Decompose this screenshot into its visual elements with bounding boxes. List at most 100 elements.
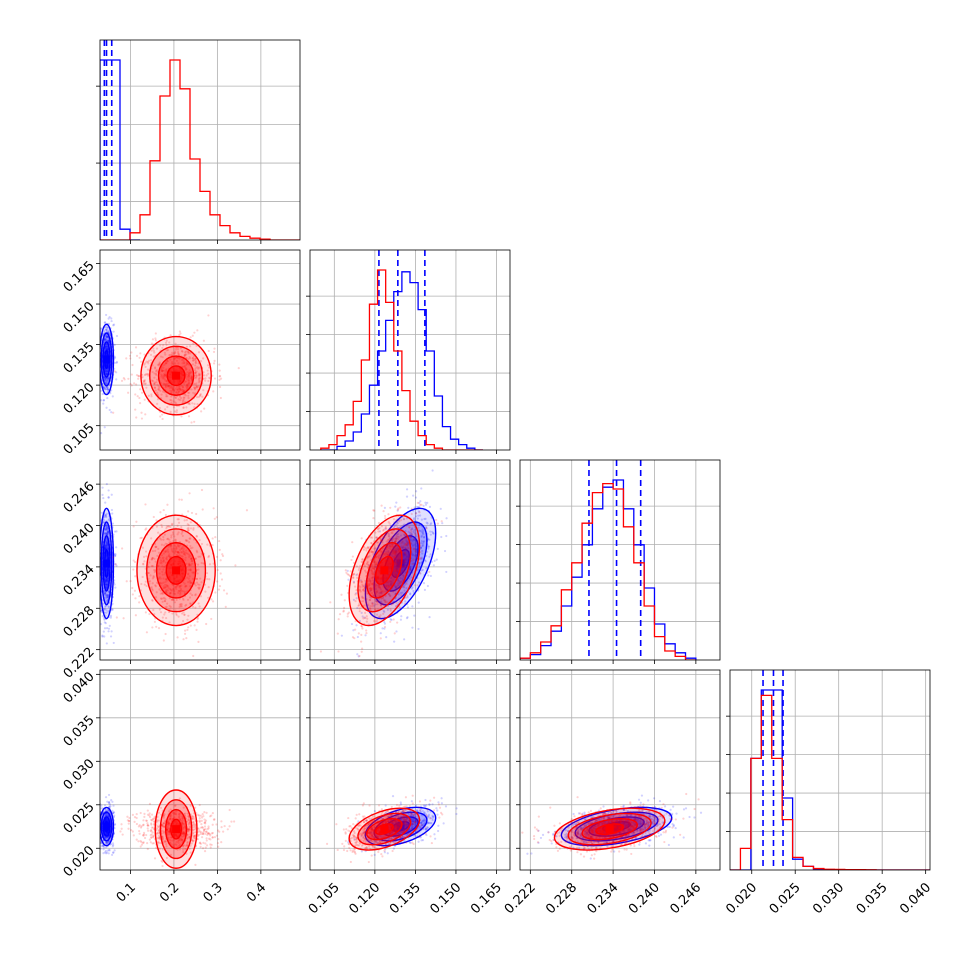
scatter-point: [197, 381, 200, 384]
scatter-point: [199, 394, 202, 397]
scatter-point: [358, 588, 361, 591]
scatter-point: [187, 357, 190, 361]
scatter-point: [158, 568, 161, 571]
scatter-point: [384, 600, 387, 604]
scatter-point: [162, 382, 165, 385]
scatter-point: [175, 587, 178, 591]
scatter-point: [411, 559, 414, 562]
scatter-point: [218, 385, 222, 389]
scatter-point: [164, 383, 167, 386]
scatter-point: [112, 556, 115, 559]
scatter-point: [154, 560, 157, 563]
scatter-point: [105, 345, 108, 348]
scatter-point: [371, 579, 374, 582]
scatter-point: [151, 370, 154, 374]
scatter-point: [100, 622, 103, 626]
scatter-point: [105, 580, 108, 584]
scatter-point: [153, 382, 156, 386]
scatter-point: [157, 551, 161, 554]
scatter-point: [380, 504, 383, 507]
scatter-point: [402, 518, 406, 521]
scatter-point: [195, 376, 198, 379]
scatter-point: [175, 391, 178, 394]
scatter-point: [374, 556, 377, 559]
scatter-point: [155, 545, 158, 548]
scatter-point: [113, 361, 116, 365]
scatter-point: [379, 557, 382, 560]
scatter-point: [198, 380, 202, 383]
scatter-point: [160, 560, 163, 563]
scatter-point: [152, 349, 155, 352]
scatter-point: [188, 376, 191, 379]
scatter-point: [183, 389, 186, 392]
scatter-point: [138, 402, 142, 405]
scatter-point: [436, 547, 439, 550]
scatter-point: [190, 559, 193, 563]
scatter-point: [216, 580, 219, 583]
scatter-point: [104, 579, 107, 582]
scatter-point: [183, 613, 186, 616]
scatter-point: [104, 532, 107, 535]
scatter-point: [386, 551, 389, 555]
scatter-point: [381, 535, 384, 538]
scatter-point: [425, 521, 428, 524]
scatter-point: [153, 376, 156, 379]
scatter-point: [402, 586, 406, 589]
scatter-point: [416, 501, 419, 504]
scatter-point: [400, 615, 403, 618]
scatter-point: [107, 532, 110, 535]
scatter-point: [373, 571, 376, 574]
scatter-point: [187, 352, 190, 355]
scatter-point: [103, 635, 106, 638]
scatter-point: [337, 618, 340, 621]
scatter-point: [319, 650, 323, 653]
scatter-point: [423, 517, 426, 521]
scatter-point: [375, 591, 378, 594]
scatter-point: [170, 386, 173, 389]
scatter-point: [370, 541, 373, 545]
scatter-point: [199, 595, 203, 598]
scatter-point: [372, 604, 376, 607]
scatter-point: [365, 563, 368, 566]
scatter-point: [183, 590, 186, 593]
panel-grid-3-0: [100, 670, 300, 870]
scatter-point: [425, 567, 428, 570]
scatter-point: [101, 333, 105, 337]
scatter-point: [111, 395, 114, 398]
scatter-point: [152, 355, 155, 358]
scatter-point: [159, 389, 162, 392]
scatter-point: [417, 627, 420, 631]
scatter-point: [374, 565, 377, 568]
scatter-point: [404, 571, 407, 575]
scatter-point: [196, 329, 199, 332]
scatter-point: [347, 573, 350, 576]
scatter-point: [171, 531, 175, 534]
scatter-point: [161, 582, 164, 585]
scatter-point: [393, 540, 396, 543]
scatter-point: [372, 509, 375, 512]
scatter-point: [187, 415, 191, 418]
scatter-point: [426, 584, 429, 588]
scatter-point: [191, 546, 194, 549]
scatter-point: [417, 601, 420, 604]
scatter-point: [183, 354, 186, 357]
scatter-point: [186, 618, 189, 621]
scatter-point: [394, 540, 397, 543]
scatter-point: [186, 539, 189, 542]
scatter-point: [169, 389, 172, 392]
histogram-series-1: [320, 269, 483, 450]
scatter-point: [184, 556, 187, 559]
scatter-point: [343, 606, 346, 609]
scatter-point: [104, 368, 107, 371]
scatter-point: [183, 393, 186, 396]
scatter-point: [350, 622, 354, 626]
scatter-point: [205, 622, 208, 626]
scatter-point: [397, 593, 400, 596]
scatter-point: [162, 559, 165, 563]
scatter-point: [386, 554, 389, 557]
scatter-point: [219, 396, 222, 400]
scatter-point: [390, 602, 394, 605]
scatter-point: [197, 374, 201, 377]
scatter-point: [111, 842, 115, 845]
scatter-point: [174, 585, 177, 589]
